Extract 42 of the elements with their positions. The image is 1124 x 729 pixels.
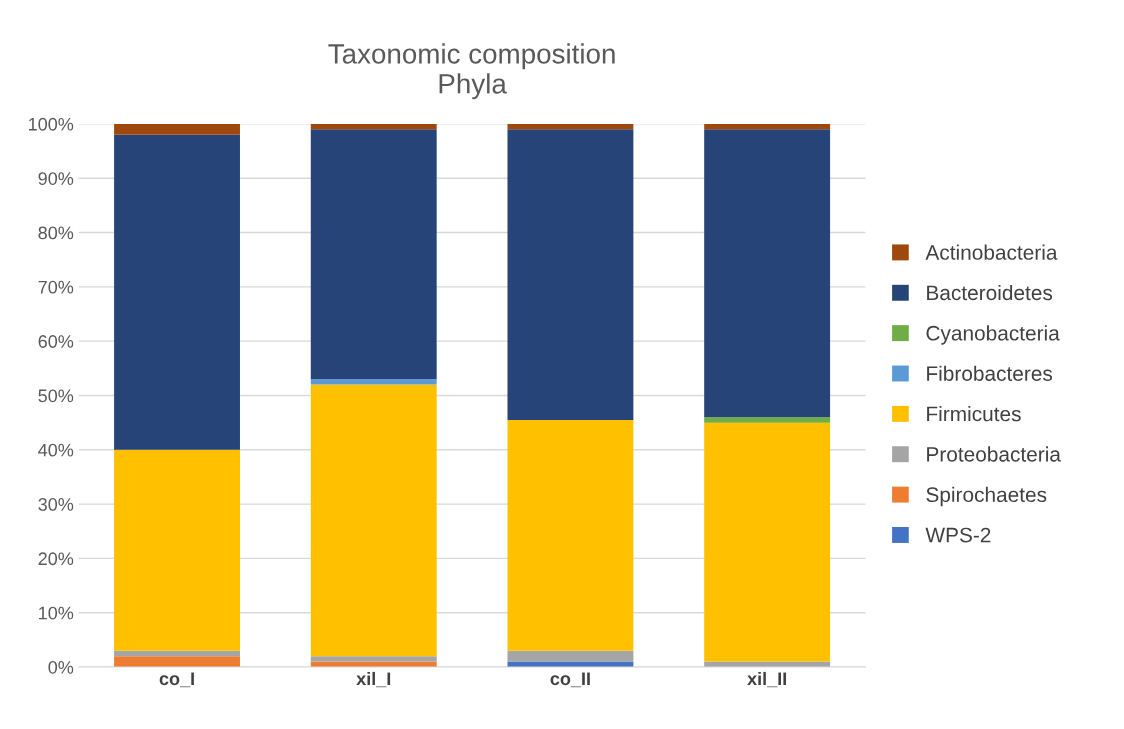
bar [114,123,240,135]
bar [310,123,437,130]
bar [507,129,634,420]
y-tick-label: 50% [38,389,74,403]
legend-label: Proteobacteria [927,446,1061,462]
bar [310,384,437,657]
x-tick-label: xil_I [356,671,391,688]
bar [114,656,240,668]
y-tick-label: 100% [29,117,74,131]
y-tick-label: 10% [39,606,74,620]
legend-label: Cyanobacteria [926,325,1060,345]
legend-label: WPS-2 [925,527,991,543]
x-tick-label: xil_II [747,671,786,688]
y-tick-label: 70% [38,280,74,294]
x-tick-label: co_I [159,672,194,688]
bar [310,379,437,385]
bar [310,656,437,662]
y-tick-label: 60% [38,335,74,348]
bar [310,129,437,380]
y-tick-label: 0% [48,660,74,674]
bar [507,123,634,130]
bar [114,449,240,651]
x-tick-label: co_II [550,672,590,688]
bar [704,422,831,662]
y-tick-label: 20% [38,552,74,566]
bar [704,123,831,130]
y-tick-label: 80% [38,226,74,240]
legend-label: Spirochaetes [926,486,1047,507]
legend-label: Firmicutes [927,406,1021,422]
bar [114,650,240,657]
legend-label: Bacteroidetes [927,284,1053,301]
y-tick-label: 40% [38,443,74,457]
bar [114,134,240,450]
legend-label: Actinobacteria [925,244,1058,260]
bar [704,129,831,418]
y-tick-label: 90% [38,172,74,185]
bar [507,650,634,662]
y-tick-label: 30% [38,498,74,511]
legend-label: Fibrobacteres [927,365,1053,381]
chart-title: Taxonomic composition Phyla [328,43,615,100]
bar [507,419,634,651]
bar [704,417,831,423]
